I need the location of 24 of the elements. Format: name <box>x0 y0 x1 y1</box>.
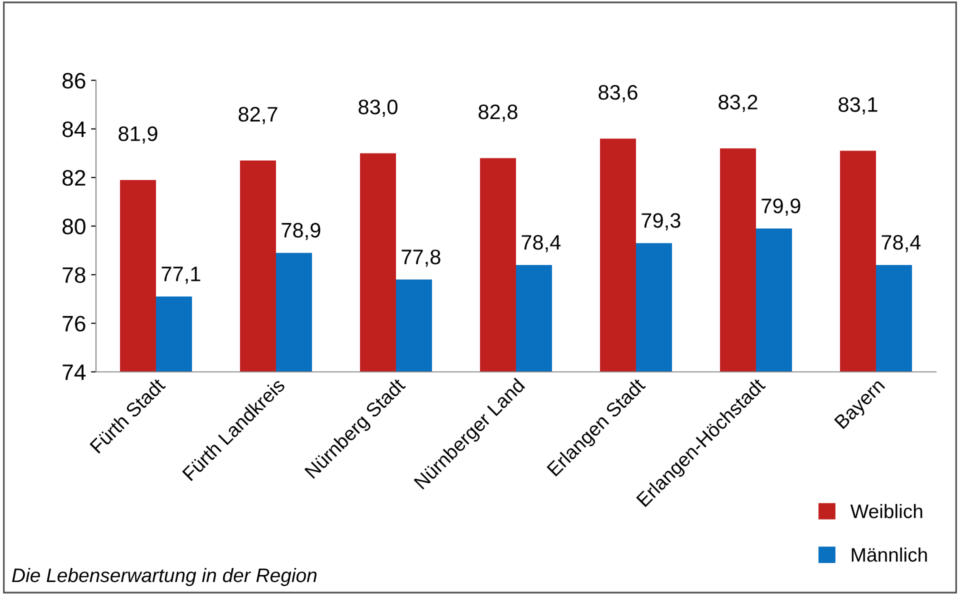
data-label: 81,9 <box>118 126 158 144</box>
y-tick-label: 76 <box>62 316 86 332</box>
data-label: 77,8 <box>402 250 440 267</box>
data-label: 83,6 <box>598 85 638 102</box>
data-label: 83,1 <box>838 97 878 114</box>
legend-label: Männlich <box>852 547 927 562</box>
y-tick-label: 74 <box>62 364 86 380</box>
y-tick-label: 82 <box>62 170 86 186</box>
text: Die Lebenserwartung in der Region <box>12 568 317 586</box>
data-label: 83,2 <box>718 94 758 112</box>
data-label: 83,0 <box>358 100 398 117</box>
data-label: 82,7 <box>238 106 278 124</box>
data-label: 82,8 <box>478 104 518 122</box>
data-label: 79,9 <box>762 198 800 216</box>
data-label: 77,1 <box>162 266 200 284</box>
data-label: 78,4 <box>882 234 921 252</box>
data-label: 79,3 <box>642 213 680 230</box>
y-tick-label: 84 <box>62 121 86 138</box>
data-label: 78,4 <box>522 234 561 252</box>
legend-label: Weiblich <box>850 504 922 518</box>
data-label: 78,9 <box>282 222 320 240</box>
y-tick-label: 78 <box>62 267 86 283</box>
y-tick-label: 80 <box>62 218 86 234</box>
y-tick-label: 86 <box>62 72 86 89</box>
